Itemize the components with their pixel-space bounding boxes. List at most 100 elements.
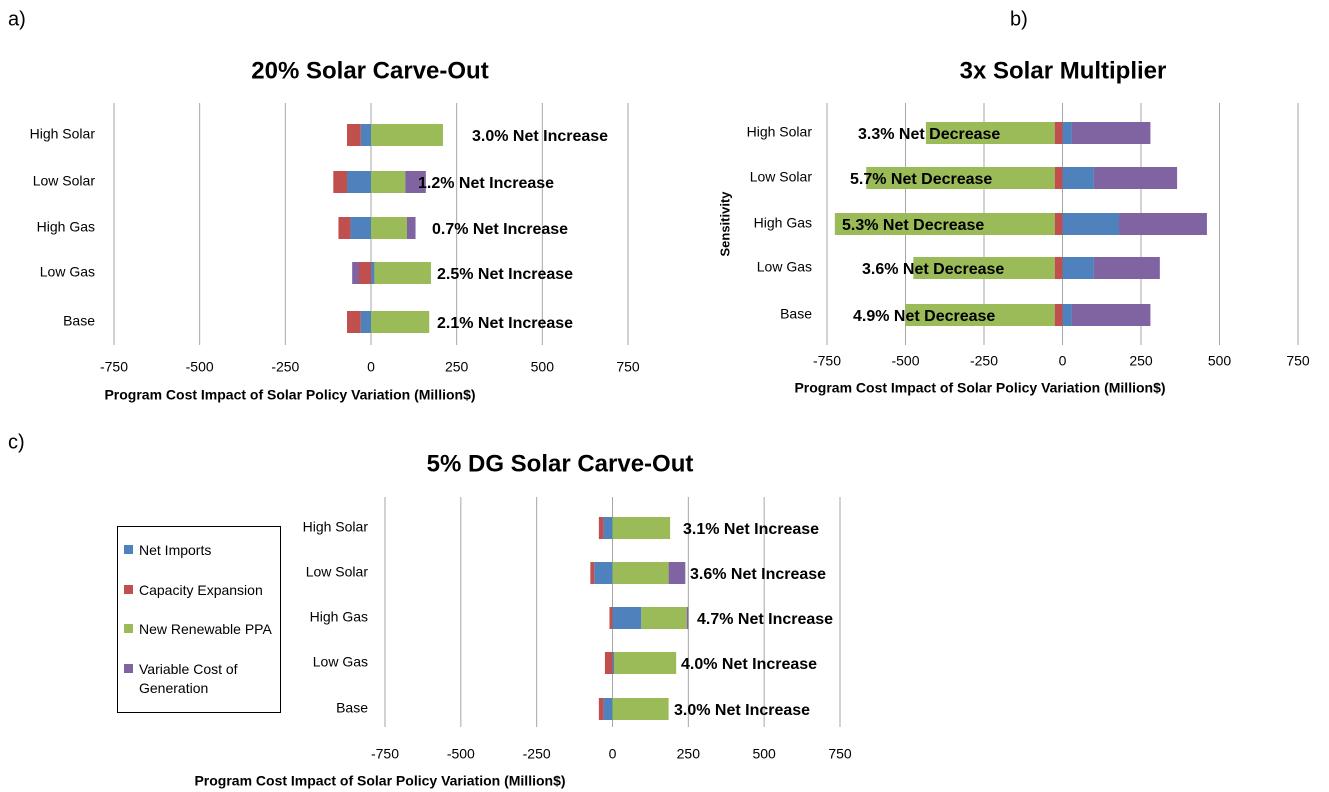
bar-segment [371, 311, 430, 333]
annotation: 3.0% Net Increase [472, 128, 608, 145]
y-tick-label: Low Solar [33, 173, 96, 189]
legend-label: Capacity Expansion [139, 581, 263, 598]
bar-segment [1062, 122, 1072, 144]
annotation: 4.0% Net Increase [681, 656, 817, 673]
bar-segment [598, 698, 604, 720]
annotation: 4.7% Net Increase [697, 611, 833, 628]
x-tick-label: 0 [609, 746, 617, 762]
chart-title: 20% Solar Carve-Out [251, 57, 488, 84]
legend-label: New Renewable PPA [139, 621, 272, 638]
x-tick-label: -500 [186, 359, 214, 375]
bar-segment [866, 167, 1055, 189]
x-tick-label: -250 [523, 746, 551, 762]
legend-item: New Renewable PPA [118, 620, 280, 639]
y-tick-label: Low Gas [40, 264, 95, 280]
bar-segment [405, 171, 426, 193]
bar-segment [1054, 213, 1063, 235]
bar-segment [913, 257, 1055, 279]
y-tick-label: Base [63, 313, 95, 329]
bar-segment [352, 262, 360, 284]
bar-segment [603, 517, 613, 539]
bar-segment [668, 562, 686, 584]
bar-segment [612, 607, 642, 629]
bar-segment [834, 213, 1055, 235]
x-tick-label: 250 [677, 746, 701, 762]
legend-item: Variable Cost of Generation [118, 660, 280, 698]
y-tick-label: High Solar [747, 124, 813, 140]
x-tick-label: -750 [100, 359, 128, 375]
y-tick-label: High Solar [30, 126, 96, 142]
bar-segment [641, 607, 687, 629]
legend-swatch [124, 584, 133, 594]
x-tick-label: -750 [371, 746, 399, 762]
x-tick-label: -250 [970, 353, 998, 369]
annotation: 2.1% Net Increase [437, 315, 573, 332]
y-tick-label: Low Solar [750, 169, 813, 185]
bar-segment [1119, 213, 1207, 235]
y-tick-label: Base [780, 306, 812, 322]
x-tick-label: 500 [531, 359, 555, 375]
x-tick-label: 500 [1208, 353, 1232, 369]
annotation: 1.2% Net Increase [418, 175, 554, 192]
legend: Net Imports Capacity Expansion New Renewab… [117, 526, 281, 713]
x-tick-label: -250 [271, 359, 299, 375]
bar-segment [371, 171, 406, 193]
bar-segment [603, 698, 613, 720]
panel-label: b) [1010, 8, 1028, 30]
bar-segment [686, 607, 689, 629]
bar-segment [905, 304, 1055, 326]
bar-segment [359, 262, 371, 284]
y-tick-label: Base [336, 700, 368, 716]
x-tick-label: 0 [1059, 353, 1067, 369]
annotation: 4.9% Net Decrease [853, 308, 995, 325]
x-axis-label: Program Cost Impact of Solar Policy Vari… [194, 773, 565, 789]
bar-segment [612, 517, 671, 539]
bar-segment [360, 311, 371, 333]
bar-segment [612, 698, 669, 720]
x-axis-label: Program Cost Impact of Solar Policy Vari… [794, 380, 1165, 396]
bar-segment [371, 124, 443, 146]
annotation: 5.3% Net Decrease [842, 217, 984, 234]
bar-segment [333, 171, 348, 193]
annotation: 2.5% Net Increase [437, 266, 573, 283]
bar-segment [360, 124, 371, 146]
chart-title: 3x Solar Multiplier [960, 57, 1167, 84]
bar-segment [609, 607, 613, 629]
bar-segment [604, 652, 613, 674]
x-tick-label: 0 [367, 359, 375, 375]
legend-swatch [124, 545, 133, 555]
bar-segment [406, 217, 416, 239]
bar-segment [1071, 304, 1151, 326]
bar-segment [612, 652, 615, 674]
annotation: 0.7% Net Increase [432, 221, 568, 238]
legend-item: Capacity Expansion [118, 581, 280, 600]
bar-segment [1062, 167, 1094, 189]
bar-segment [1071, 122, 1151, 144]
bar-segment [338, 217, 351, 239]
bar-segment [371, 262, 375, 284]
x-tick-label: 750 [828, 746, 852, 762]
bar-segment [347, 311, 361, 333]
bar-segment [925, 122, 1055, 144]
x-tick-label: 750 [1286, 353, 1310, 369]
x-axis-label: Program Cost Impact of Solar Policy Vari… [104, 387, 475, 403]
annotation: 5.7% Net Decrease [850, 171, 992, 188]
bar-segment [1054, 122, 1063, 144]
y-tick-label: Low Gas [757, 259, 812, 275]
y-tick-label: Low Gas [313, 654, 368, 670]
legend-swatch [124, 624, 133, 634]
bar-segment [371, 217, 407, 239]
bar-segment [1054, 304, 1063, 326]
x-tick-label: 750 [616, 359, 640, 375]
annotation: 3.6% Net Increase [690, 566, 826, 583]
bar-segment [1062, 257, 1094, 279]
x-tick-label: -750 [813, 353, 841, 369]
bar-segment [347, 124, 361, 146]
x-tick-label: 500 [752, 746, 776, 762]
y-tick-label: High Gas [310, 609, 368, 625]
chart-title: 5% DG Solar Carve-Out [427, 450, 694, 477]
bar-segment [614, 652, 677, 674]
bar-segment [1054, 167, 1063, 189]
